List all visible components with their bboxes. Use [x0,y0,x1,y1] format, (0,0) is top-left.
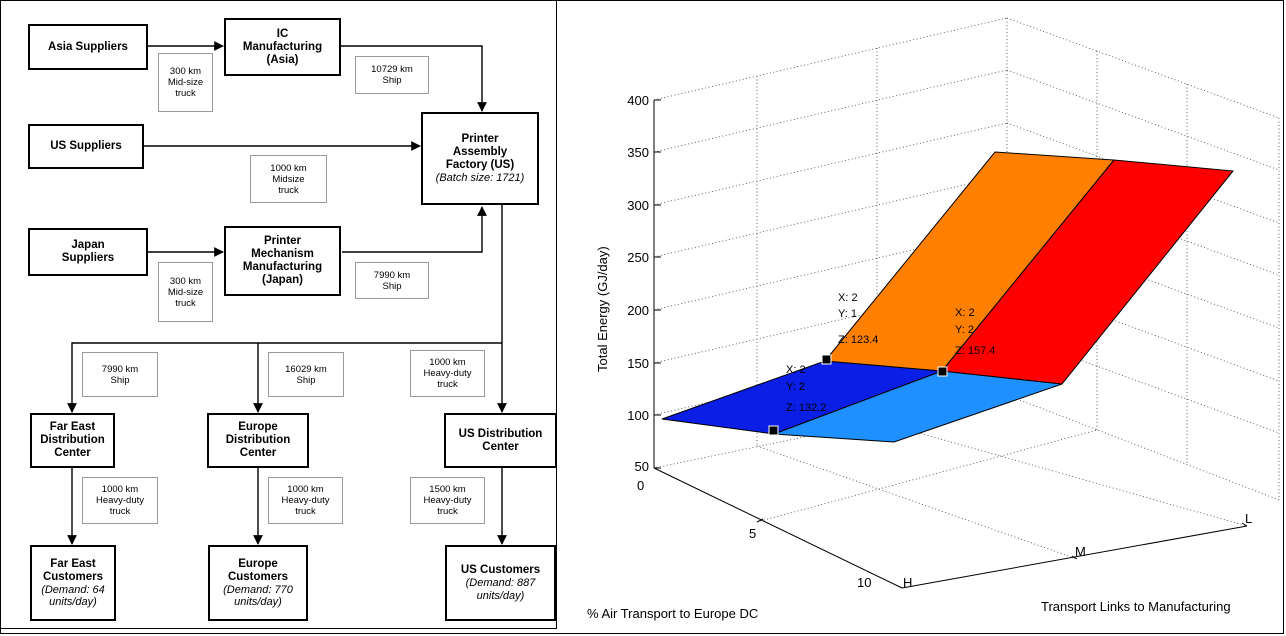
node-printer-mechanism: Printer Mechanism Manufacturing (Japan) [224,226,341,296]
y-tick-label: L [1245,511,1252,526]
node-title: Printer Assembly Factory (US) [445,132,515,171]
node-title: Far East Customers [42,557,104,583]
left-panel-bottom-border [0,628,557,629]
link-label-text: 300 km Mid-size truck [167,275,204,309]
link-label-text: 7990 km Ship [373,269,411,292]
node-us-dc: US Distribution Center [444,413,557,468]
z-tick-label: 200 [627,303,649,318]
node-note: (Demand: 887 units/day) [465,577,536,602]
datatip-marker[interactable] [768,425,779,436]
x-tick-label: 10 [857,575,871,590]
datatip-y: Y: 2 [786,381,805,393]
node-title: Far East Distribution Center [40,421,105,459]
datatip-marker[interactable] [937,366,948,377]
z-tick-label: 250 [627,250,649,265]
datatip-x: X: 2 [838,292,858,304]
datatip-3[interactable]: X: 2 Y: 2 Z: 132.2 [768,364,826,436]
link-label-to-us-dc: 1000 km Heavy-duty truck [410,350,485,397]
link-label-japan-to-mechanism: 300 km Mid-size truck [158,262,213,322]
datatip-y: Y: 1 [838,308,857,320]
z-tick-labels: 400 350 300 250 200 150 100 50 [627,93,649,474]
datatip-marker[interactable] [821,354,832,365]
link-label-far-east-dc-to-customers: 1000 km Heavy-duty truck [82,477,158,524]
node-title: US Suppliers [50,140,122,152]
datatip-x: X: 2 [786,364,806,376]
z-tick-label: 50 [635,459,649,474]
node-ic-manufacturing: IC Manufacturing (Asia) [224,18,341,76]
y-tick-label: M [1075,544,1086,559]
link-label-ic-to-assembly: 10729 km Ship [355,56,429,94]
datatip-z: Z: 157.4 [955,345,995,357]
x-tick-label: 5 [749,526,756,541]
link-label-text: 1000 km Heavy-duty truck [95,484,145,517]
node-title: Europe Distribution Center [225,421,291,459]
node-europe-dc: Europe Distribution Center [207,413,309,468]
node-note: (Demand: 64 units/day) [41,583,105,609]
node-far-east-customers: Far East Customers (Demand: 64 units/day… [30,545,116,621]
node-europe-customers: Europe Customers (Demand: 770 units/day) [208,545,308,621]
node-title: Asia Suppliers [48,40,128,53]
front-axes [653,99,1248,589]
surface-patch-red [941,159,1234,385]
node-title: US Customers [460,564,541,576]
link-label-text: 1000 km Heavy-duty truck [423,357,472,390]
datatip-z: Z: 123.4 [838,334,878,346]
datatip-z: Z: 132.2 [786,402,826,414]
node-printer-assembly: Printer Assembly Factory (US) (Batch siz… [421,112,539,205]
z-tick-label: 150 [627,356,649,371]
node-note: (Demand: 770 units/day) [223,583,293,609]
z-tick-label: 400 [627,93,649,108]
x-tick-label: 0 [637,478,644,493]
link-label-us-dc-to-customers: 1500 km Heavy-duty truck [410,477,485,524]
link-label-to-europe-dc: 16029 km Ship [268,352,344,397]
link-label-text: 1000 km Heavy-duty truck [281,484,330,517]
link-label-text: 1000 km Midsize truck [270,162,307,196]
node-title: US Distribution Center [458,427,543,453]
link-label-asia-to-ic: 300 km Mid-size truck [158,53,213,112]
y-axis-label: Transport Links to Manufacturing [1041,599,1231,614]
arrow-mechanism-to-assembly [342,206,487,253]
x-axis-label: % Air Transport to Europe DC [587,606,758,621]
node-title: Printer Mechanism Manufacturing (Japan) [242,235,323,286]
node-title: IC Manufacturing (Asia) [242,27,323,66]
link-label-text: 7990 km Ship [101,363,139,386]
node-title: Europe Customers [227,557,289,583]
link-label-to-far-east-dc: 7990 km Ship [82,352,158,397]
arrow-ic-to-assembly [340,45,487,112]
z-tick-label: 350 [627,145,649,160]
node-far-east-dc: Far East Distribution Center [30,413,115,468]
link-label-text: 1500 km Heavy-duty truck [423,484,472,517]
z-axis-label: Total Energy (GJ/day) [595,246,610,372]
datatip-y: Y: 2 [955,324,974,336]
panel-divider [556,0,557,628]
datatip-2[interactable]: X: 2 Y: 2 Z: 157.4 [937,307,995,377]
node-us-suppliers: US Suppliers [28,124,144,169]
flow-arrows [67,41,507,545]
link-label-europe-dc-to-customers: 1000 km Heavy-duty truck [268,477,343,524]
link-label-us-to-assembly: 1000 km Midsize truck [250,155,327,203]
energy-surface-plot: 400 350 300 250 200 150 100 50 0 5 10 H … [587,17,1280,621]
datatip-x: X: 2 [955,307,975,319]
arrow-to-far-east-dc [67,342,502,413]
node-asia-suppliers: Asia Suppliers [28,24,148,70]
node-note: (Batch size: 1721) [435,171,525,184]
datatip-1[interactable]: X: 2 Y: 1 Z: 123.4 [821,292,878,365]
link-label-text: 16029 km Ship [285,363,327,386]
z-tick-label: 300 [627,198,649,213]
link-label-text: 10729 km Ship [371,64,413,86]
node-japan-suppliers: Japan Suppliers [28,228,148,276]
z-tick-label: 100 [627,408,649,423]
link-label-mechanism-to-assembly: 7990 km Ship [355,262,429,299]
y-tick-label: H [903,575,912,590]
node-title: Japan Suppliers [61,239,115,264]
node-us-customers: US Customers (Demand: 887 units/day) [445,545,556,621]
surface [661,151,1234,443]
link-label-text: 300 km Mid-size truck [167,66,204,99]
